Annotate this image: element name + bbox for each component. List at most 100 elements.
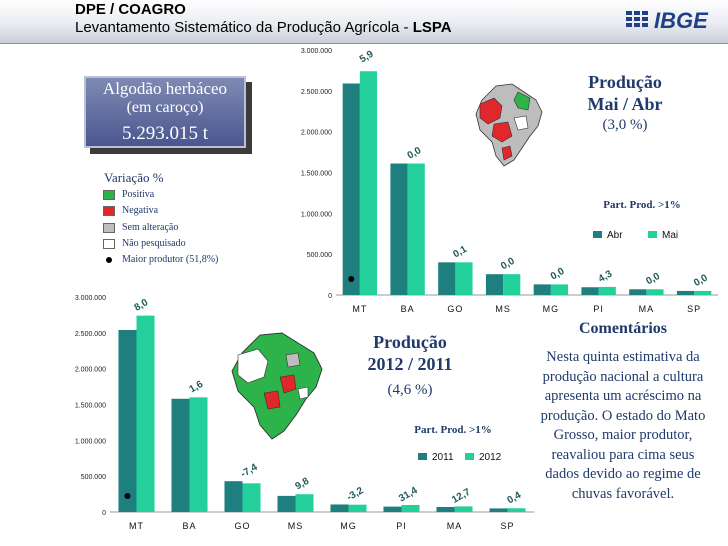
bottom-bar-2012 — [348, 504, 367, 512]
bottom-annotation: 0,4 — [505, 490, 523, 507]
top-bar-abr — [533, 284, 551, 295]
bottom-bar-2012 — [507, 508, 526, 512]
bottom-annotation: 9,8 — [293, 476, 311, 493]
chart-top: 0 500.000 1.000.000 1.500.000 2.000.000 2.500… — [301, 48, 718, 314]
top-note-change: (3,0 %) — [602, 117, 648, 133]
bottom-annotation: -7,4 — [239, 462, 260, 480]
top-annotation: 0,1 — [451, 244, 469, 261]
bottom-bar-2011 — [277, 495, 296, 512]
top-legend-swatch — [648, 231, 657, 238]
top-ytick-label: 0 — [328, 293, 332, 300]
top-ytick-label: 3.000.000 — [301, 48, 332, 55]
top-category-label: BA — [401, 304, 415, 314]
largest-producer-dot-icon — [106, 257, 112, 263]
bottom-bar-2012 — [242, 483, 261, 512]
logo-text: IBGE — [654, 8, 709, 33]
bottom-note-change: (4,6 %) — [387, 382, 433, 398]
top-bar-mai — [359, 71, 378, 295]
legend-swatch — [103, 190, 115, 200]
header-subtitle: Levantamento Sistemático da Produção Agr… — [75, 19, 452, 36]
bottom-bar-2011 — [436, 506, 455, 512]
map-region-no-change — [285, 352, 301, 368]
product-name: Algodão herbáceo — [102, 79, 228, 98]
top-annotation: 5,9 — [358, 49, 376, 66]
top-ytick-label: 1.000.000 — [301, 211, 332, 218]
bottom-ytick-label: 1.500.000 — [75, 403, 106, 410]
map-region-negative — [479, 97, 503, 125]
top-ytick-label: 2.500.000 — [301, 89, 332, 96]
top-note: Produção Mai / Abr — [570, 71, 680, 115]
legend-label: Não pesquisado — [122, 238, 186, 249]
bottom-legend-label: 2012 — [479, 452, 502, 463]
map-region-negative — [491, 121, 513, 143]
legend-label: Positiva — [122, 189, 155, 200]
bottom-note: Produção 2012 / 2011 — [350, 331, 470, 375]
bottom-category-label: BA — [182, 521, 196, 531]
bottom-bar-2012 — [295, 494, 314, 512]
comments-title: Comentários — [579, 320, 667, 337]
top-annotation: 0,0 — [549, 266, 567, 283]
bottom-legend-swatch — [465, 453, 474, 460]
bottom-bar-2011 — [489, 508, 508, 512]
top-bar-mai — [646, 289, 664, 295]
brazil-map-top — [475, 83, 543, 167]
top-largest-producer-dot — [348, 276, 355, 282]
bottom-bar-2012 — [136, 315, 155, 512]
top-bar-mai — [407, 163, 425, 295]
header-subtitle-text: Levantamento Sistemático da Produção Agr… — [75, 19, 413, 36]
top-annotation: 0,0 — [644, 271, 662, 288]
product-box: Algodão herbáceo (em caroço) 5.293.015 t — [84, 76, 246, 148]
top-bar-abr — [676, 290, 695, 295]
header-bar: DPE / COAGRO Levantamento Sistemático da… — [0, 0, 728, 44]
bottom-bar-2012 — [189, 397, 208, 512]
chart-bottom: 0 500.000 1.000.000 1.500.000 2.000.000 2.500… — [75, 295, 534, 531]
legend-label: Maior produtor (51,8%) — [122, 254, 219, 265]
bottom-bar-2011 — [330, 504, 349, 512]
bottom-legend-swatch — [418, 453, 427, 460]
bottom-bar-2011 — [118, 329, 137, 512]
bottom-annotation: 1,6 — [187, 379, 205, 396]
top-legend-label: Mai — [662, 230, 678, 241]
top-bar-abr — [390, 163, 408, 295]
legend-swatch — [103, 206, 115, 216]
top-bar-mai — [694, 290, 712, 295]
bottom-annotation: 31,4 — [397, 485, 420, 504]
bottom-annotation: 8,0 — [132, 297, 150, 314]
top-bar-abr — [342, 83, 360, 295]
bottom-annotation: -3,2 — [345, 485, 366, 503]
top-bar-mai — [598, 286, 616, 295]
map-region-not-surveyed — [237, 348, 269, 384]
bottom-category-label: MG — [340, 521, 357, 531]
top-bar-abr — [485, 274, 504, 295]
bottom-category-label: SP — [500, 521, 514, 531]
top-bar-mai — [503, 274, 521, 295]
map-region-negative — [263, 390, 281, 410]
top-ytick-label: 500.000 — [307, 252, 332, 259]
bottom-note-part: Part. Prod. >1% — [414, 424, 492, 436]
map-region-negative — [279, 374, 297, 394]
top-annotation: 0,0 — [499, 256, 517, 273]
top-note-line1: Produção — [588, 72, 662, 92]
bottom-bar-2011 — [224, 481, 243, 512]
comments-text: Nesta quinta estimativa da produção naci… — [540, 349, 706, 502]
bottom-category-label: PI — [396, 521, 407, 531]
top-legend-label: Abr — [607, 230, 623, 241]
top-bar-abr — [629, 289, 647, 295]
top-annotation: 4,3 — [597, 268, 615, 285]
top-annotation: 0,0 — [692, 272, 710, 289]
bottom-category-label: MS — [288, 521, 304, 531]
legend-label: Sem alteração — [122, 222, 179, 233]
map-region-not-surveyed — [513, 115, 529, 131]
map-region-not-surveyed — [297, 386, 309, 400]
top-legend-swatch — [593, 231, 602, 238]
legend-label: Negativa — [122, 205, 159, 216]
bottom-annotation: 12,7 — [450, 486, 473, 505]
product-total: 5.293.015 t — [121, 123, 209, 144]
top-category-label: SP — [687, 304, 701, 314]
legend-swatch — [103, 239, 115, 249]
top-bar-mai — [455, 262, 473, 295]
bottom-ytick-label: 3.000.000 — [75, 295, 106, 302]
bottom-largest-producer-dot — [124, 493, 131, 499]
bottom-legend-label: 2011 — [432, 452, 454, 463]
ibge-logo: IBGE — [626, 8, 709, 33]
